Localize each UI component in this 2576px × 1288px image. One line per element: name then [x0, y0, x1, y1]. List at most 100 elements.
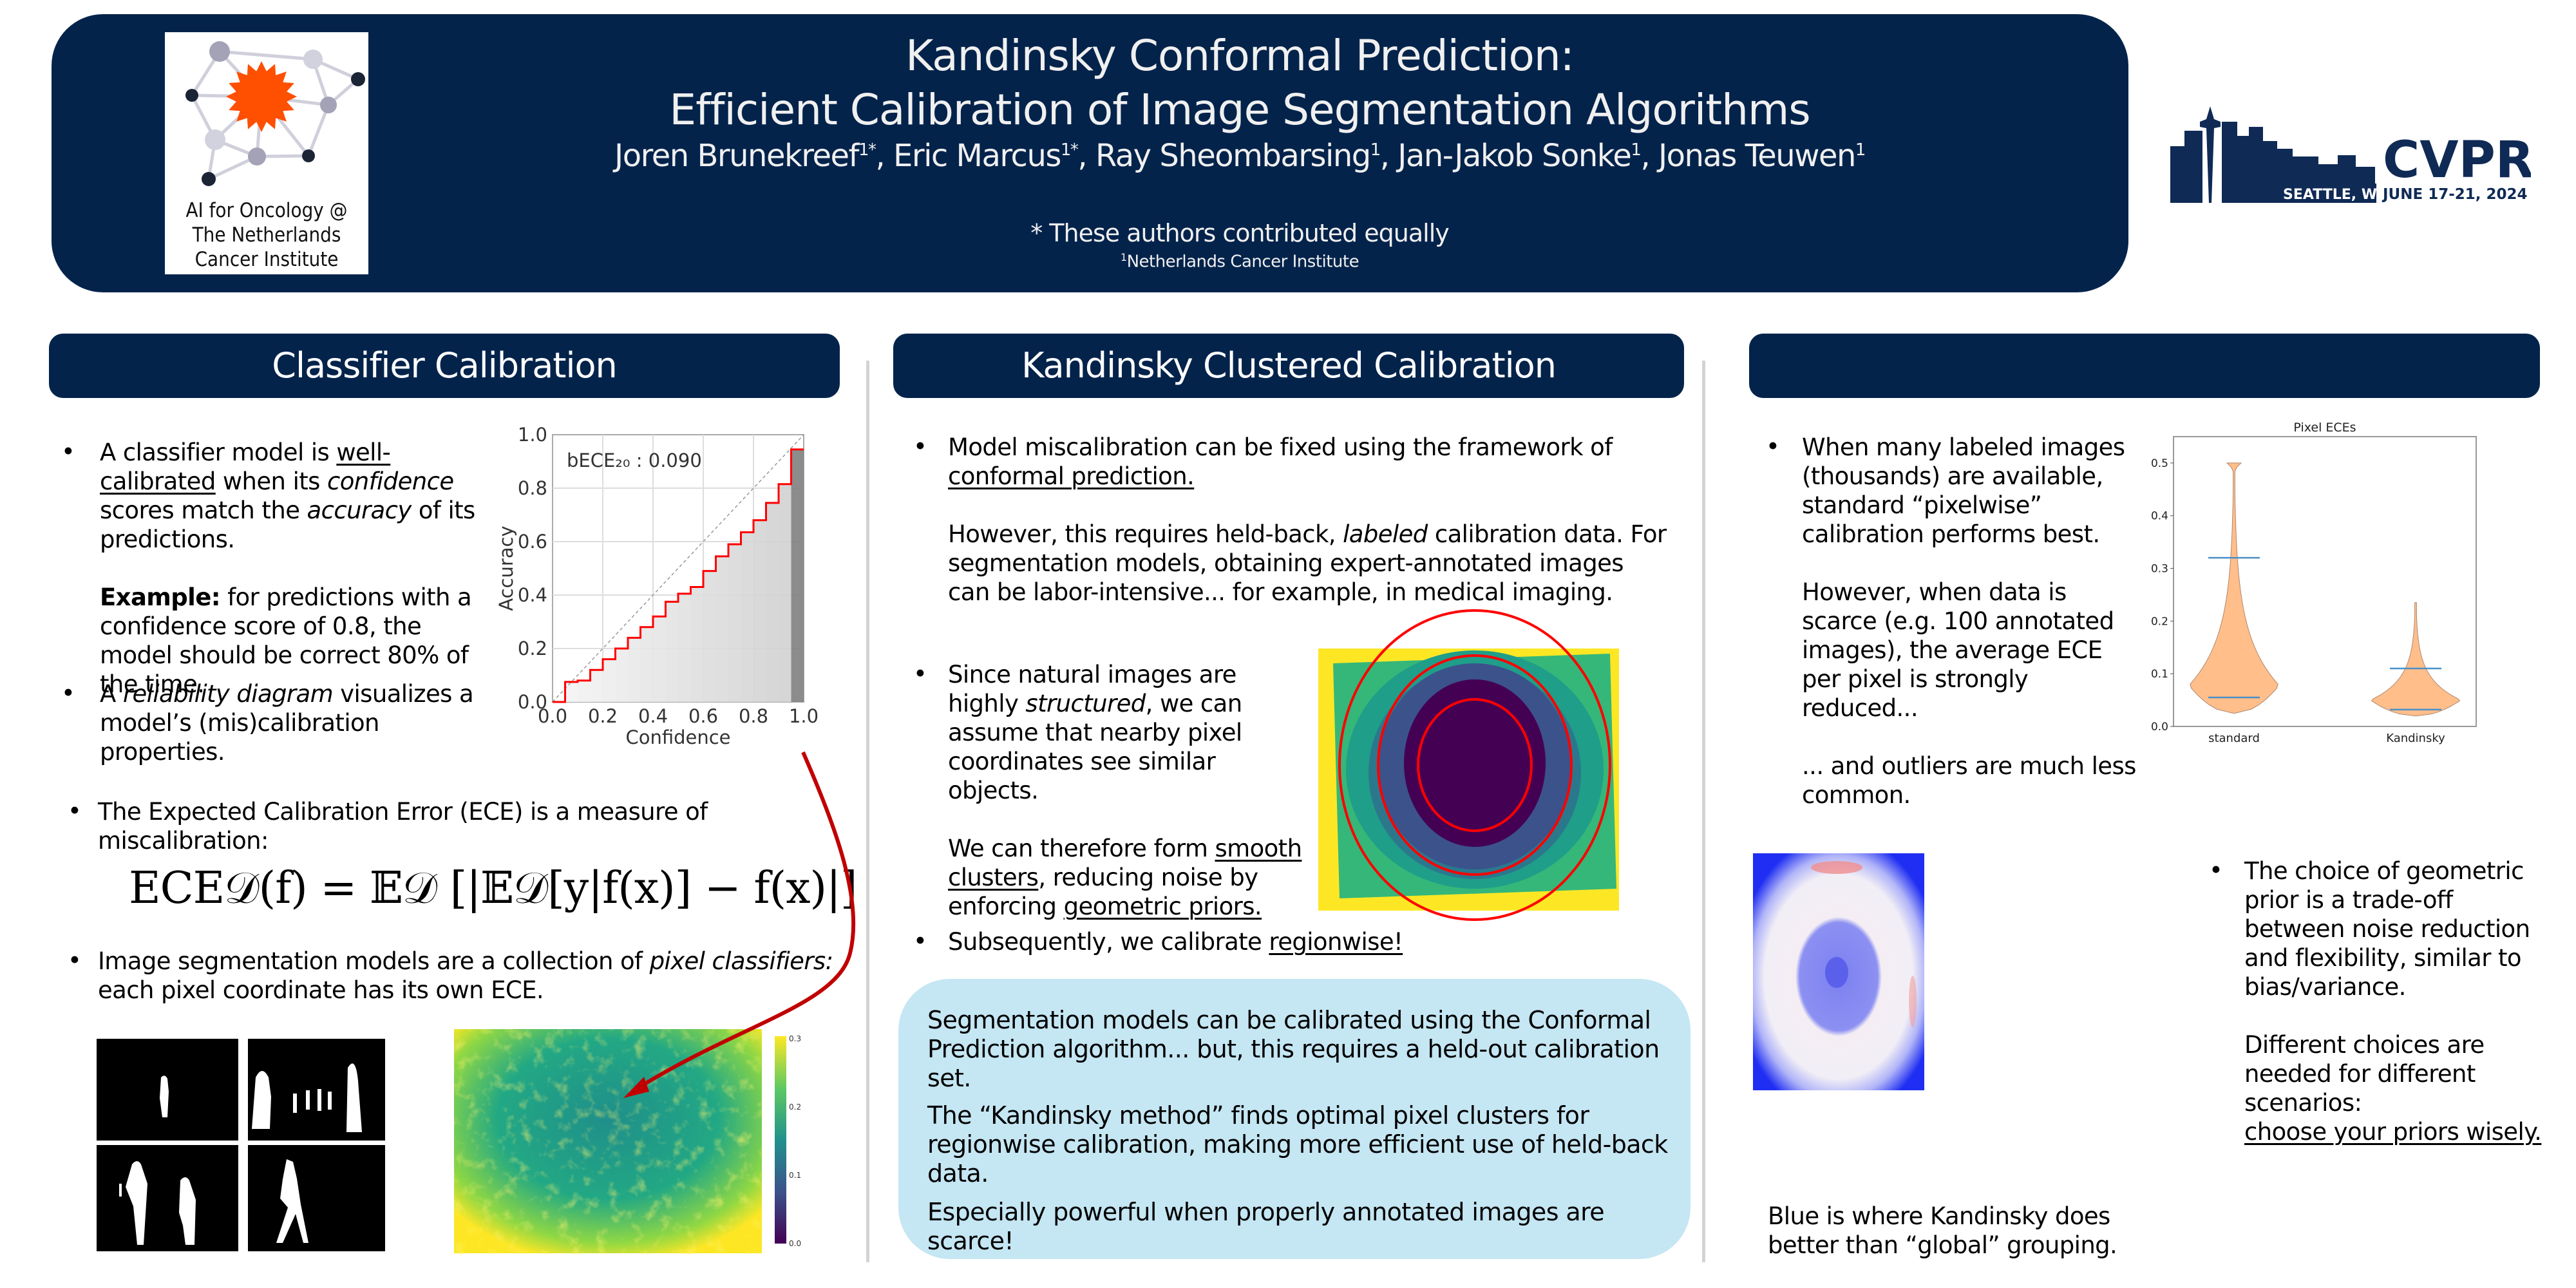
segmentation-mask-image [97, 1145, 238, 1251]
y-tick-label: 0.8 [518, 477, 547, 499]
smooth-clusters-term: smooth clusters [948, 835, 1302, 891]
regionwise-term: regionwise! [1269, 928, 1403, 956]
conference-dates: JUNE 17-21, 2024 [2382, 186, 2528, 203]
colorbar-tick: 0.1 [789, 1171, 801, 1180]
bullet-pixel-classifiers: Image segmentation models are a collecti… [98, 947, 833, 1004]
y-tick-label: 0.2 [518, 638, 547, 659]
reliability-bar [779, 484, 791, 702]
conference-location: SEATTLE, WA [2283, 187, 2387, 203]
x-tick-label: 0.6 [688, 705, 718, 727]
poster-title-line-2: Efficient Calibration of Image Segmentat… [669, 85, 1810, 135]
reliability-bar [578, 680, 591, 702]
bece-annotation: bECE₂₀ : 0.090 [567, 450, 702, 471]
section-heading-classifier-calibration: Classifier Calibration [49, 334, 840, 398]
bullet-icon: • [913, 660, 927, 688]
reliability-bar [665, 601, 678, 702]
y-tick-label: 0.4 [518, 584, 547, 606]
geometric-priors-term: geometric priors. [1063, 893, 1262, 920]
colorbar-tick: 0.2 [789, 1103, 801, 1112]
bullet-geometric-prior-tradeoff: The choice of geometric prior is a trade… [2244, 857, 2542, 1146]
key-takeaways-box: Segmentation models can be calibrated us… [898, 979, 1690, 1259]
author-list: Joren Brunekreef1*, Eric Marcus1*, Ray S… [614, 138, 1866, 174]
reliability-bar [728, 544, 741, 702]
reliability-bar [791, 449, 804, 702]
reliability-bar [653, 616, 666, 702]
takeaway-text: The “Kandinsky method” finds optimal pix… [927, 1101, 1668, 1188]
takeaway-text: Especially powerful when properly annota… [927, 1198, 1605, 1255]
bullet-icon: • [913, 433, 927, 460]
reliability-diagram: 0.0 0.2 0.4 0.6 0.8 1.0 0.0 0.2 0.4 0.6 0.8 1.0 Conf… [495, 424, 819, 748]
reliability-bar [753, 520, 766, 702]
author: Joren Brunekreef1* [614, 138, 876, 174]
y-tick-label: 0.1 [2151, 668, 2168, 681]
poster-title-line-1: Kandinsky Conformal Prediction: [905, 31, 1575, 80]
cvpr-logo: SEATTLE, WA CVPR JUNE 17-21, 2024 [2170, 106, 2534, 203]
ai-for-oncology-logo: AI for Oncology @ The Netherlands Cancer… [165, 32, 368, 274]
logo-caption-line: The Netherlands [192, 223, 341, 247]
reliability-bar [703, 571, 716, 702]
reliability-bar [565, 681, 578, 702]
logo-caption-line: Cancer Institute [194, 248, 339, 271]
segmentation-mask-image [97, 1039, 238, 1141]
bullet-ece-definition: The Expected Calibration Error (ECE) is … [98, 798, 708, 855]
violin-body [2371, 602, 2461, 717]
section-heading-kandinsky-clustered-calibration: Kandinsky Clustered Calibration [893, 334, 1684, 398]
affiliation: 1Netherlands Cancer Institute [1120, 251, 1359, 272]
reliability-bar [690, 587, 703, 702]
reliability-bar [615, 649, 628, 702]
y-tick-label: 0.0 [518, 691, 547, 713]
column-divider [1702, 361, 1705, 1262]
logo-caption: AI for Oncology @ The Netherlands Cancer… [165, 198, 368, 272]
y-axis-label: Accuracy [495, 526, 517, 611]
reliability-bar [590, 670, 603, 702]
x-axis-label: Confidence [625, 726, 730, 748]
colorbar-tick: 0.3 [789, 1034, 801, 1043]
author: Jonas Teuwen1 [1658, 138, 1866, 174]
perfect-calibration-line [552, 434, 804, 703]
tumor-spike [226, 61, 297, 132]
pixel-ece-violin-chart: Pixel ECEs 0.0 0.1 0.2 0.3 0.4 0.5 standard Kand… [2151, 421, 2477, 745]
equal-contribution-note: * These authors contributed equally [1030, 219, 1450, 247]
x-tick-label: 0.4 [638, 705, 668, 727]
heatmap-colorbar: 0.3 0.2 0.1 0.0 [775, 1034, 801, 1248]
segmentation-mask-image [248, 1145, 385, 1251]
bullet-conformal-prediction: Model miscalibration can be fixed using … [948, 433, 1667, 606]
poster-header [52, 14, 2128, 292]
y-tick-label: 0.3 [2151, 563, 2168, 576]
y-tick-label: 0.4 [2151, 510, 2168, 523]
ece-formula: ECE𝒟(f) = 𝔼𝒟 [|𝔼𝒟[y|f(x)] − f(x)|] [129, 863, 857, 914]
reliability-bar [715, 556, 728, 702]
bullet-reliability-diagram: A reliability diagram visualizes a model… [100, 680, 474, 766]
choose-priors-term: choose your priors wisely. [2244, 1118, 2542, 1146]
bullet-data-scarcity: When many labeled images (thousands) are… [1802, 433, 2136, 809]
y-tick-label: 0.0 [2151, 721, 2168, 734]
conformal-prediction-term: conformal prediction. [948, 462, 1195, 490]
bullet-icon: • [1766, 433, 1780, 460]
x-tick-label: 0.8 [739, 705, 768, 727]
violin-body [2190, 462, 2278, 714]
reliability-bar [603, 659, 616, 702]
conference-name: CVPR [2383, 131, 2531, 189]
seattle-skyline-icon: SEATTLE, WA CVPR JUNE 17-21, 2024 [2170, 106, 2534, 203]
pixel-ece-heatmap [454, 1029, 762, 1253]
x-tick-label: standard [2208, 732, 2260, 745]
takeaway-text: Segmentation models can be calibrated us… [927, 1006, 1660, 1092]
difference-map-caption: Blue is where Kandinsky does better than… [1768, 1202, 2117, 1259]
bullet-icon: • [68, 947, 82, 974]
y-tick-label: 0.6 [518, 531, 547, 553]
well-calibrated-term: well-calibrated [100, 439, 391, 495]
author: Eric Marcus1* [893, 138, 1079, 174]
tumor-cell-icon [226, 61, 297, 132]
kandinsky-vs-global-difference-map [1753, 853, 1924, 1090]
segmentation-mask-image [248, 1039, 385, 1141]
bullet-well-calibrated: A classifier model is well-calibrated wh… [100, 439, 475, 698]
bullet-icon: • [913, 927, 927, 955]
author: Ray Sheombarsing1 [1095, 138, 1381, 174]
author: Jan-Jakob Sonke1 [1397, 138, 1642, 174]
clustered-calibration-image [1318, 609, 1619, 921]
reliability-bar [766, 502, 779, 702]
reliability-bar [640, 627, 653, 702]
reliability-bar [678, 593, 691, 702]
y-tick-label: 1.0 [518, 424, 547, 446]
bullet-structured-images: Since natural images are highly structur… [948, 661, 1302, 920]
